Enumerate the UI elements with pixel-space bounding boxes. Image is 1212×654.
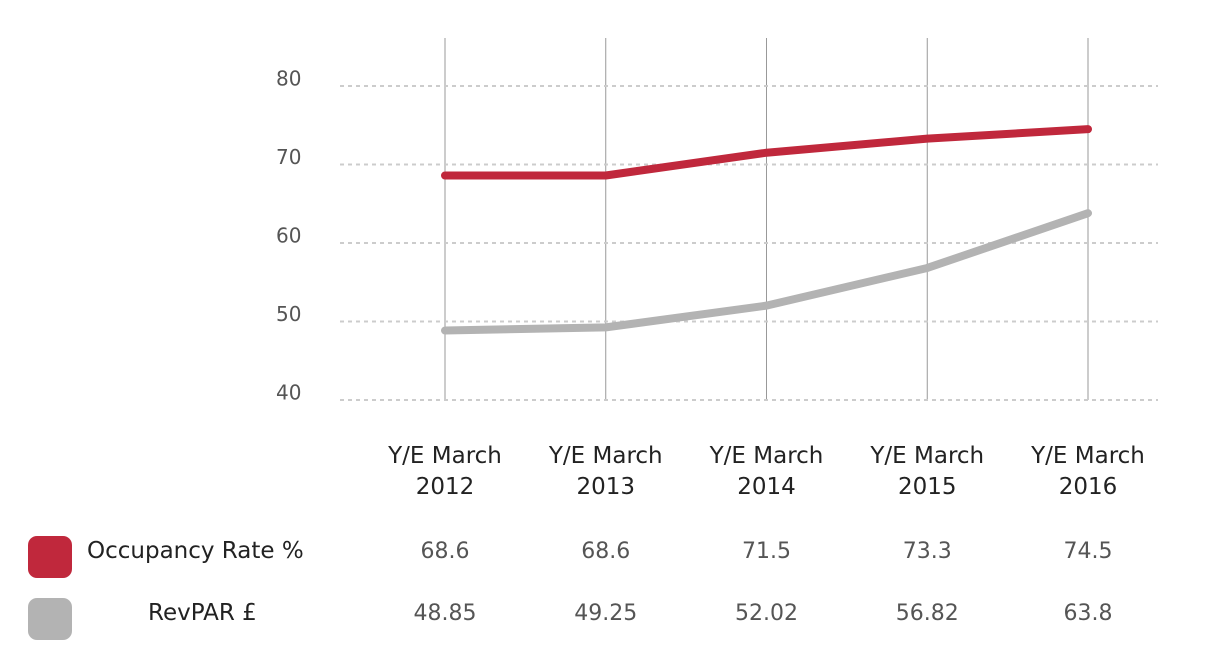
table-value: 74.5 — [1063, 539, 1113, 564]
table-value: 71.5 — [742, 539, 791, 564]
x-tick-label: Y/E March 2016 — [1031, 443, 1145, 500]
y-tick-label: 60 — [276, 224, 301, 248]
series-line — [441, 209, 1092, 335]
y-tick-label: 40 — [276, 381, 301, 405]
y-tick-label: 50 — [276, 302, 301, 326]
table-value: 48.85 — [413, 601, 477, 626]
y-tick-label: 70 — [276, 145, 301, 169]
table-value: 68.6 — [581, 539, 631, 564]
x-tick-label: Y/E March 2013 — [548, 443, 663, 500]
x-tick-label: Y/E March 2012 — [388, 443, 502, 500]
table-value: 68.6 — [420, 539, 470, 564]
table-value: 73.3 — [902, 539, 952, 564]
y-tick-label: 80 — [276, 67, 301, 91]
series-line — [441, 125, 1092, 180]
legend-swatch — [28, 598, 72, 640]
x-tick-label: Y/E March 2014 — [709, 443, 824, 500]
table-value: 63.8 — [1063, 601, 1113, 626]
x-tick-label: Y/E March 2015 — [870, 443, 985, 500]
legend-label: Occupancy Rate % — [87, 538, 304, 564]
table-value: 52.02 — [735, 601, 798, 626]
table-value: 56.82 — [895, 601, 959, 626]
table-value: 49.25 — [574, 601, 638, 626]
legend-swatch — [28, 536, 72, 578]
legend-label: RevPAR £ — [148, 600, 257, 626]
